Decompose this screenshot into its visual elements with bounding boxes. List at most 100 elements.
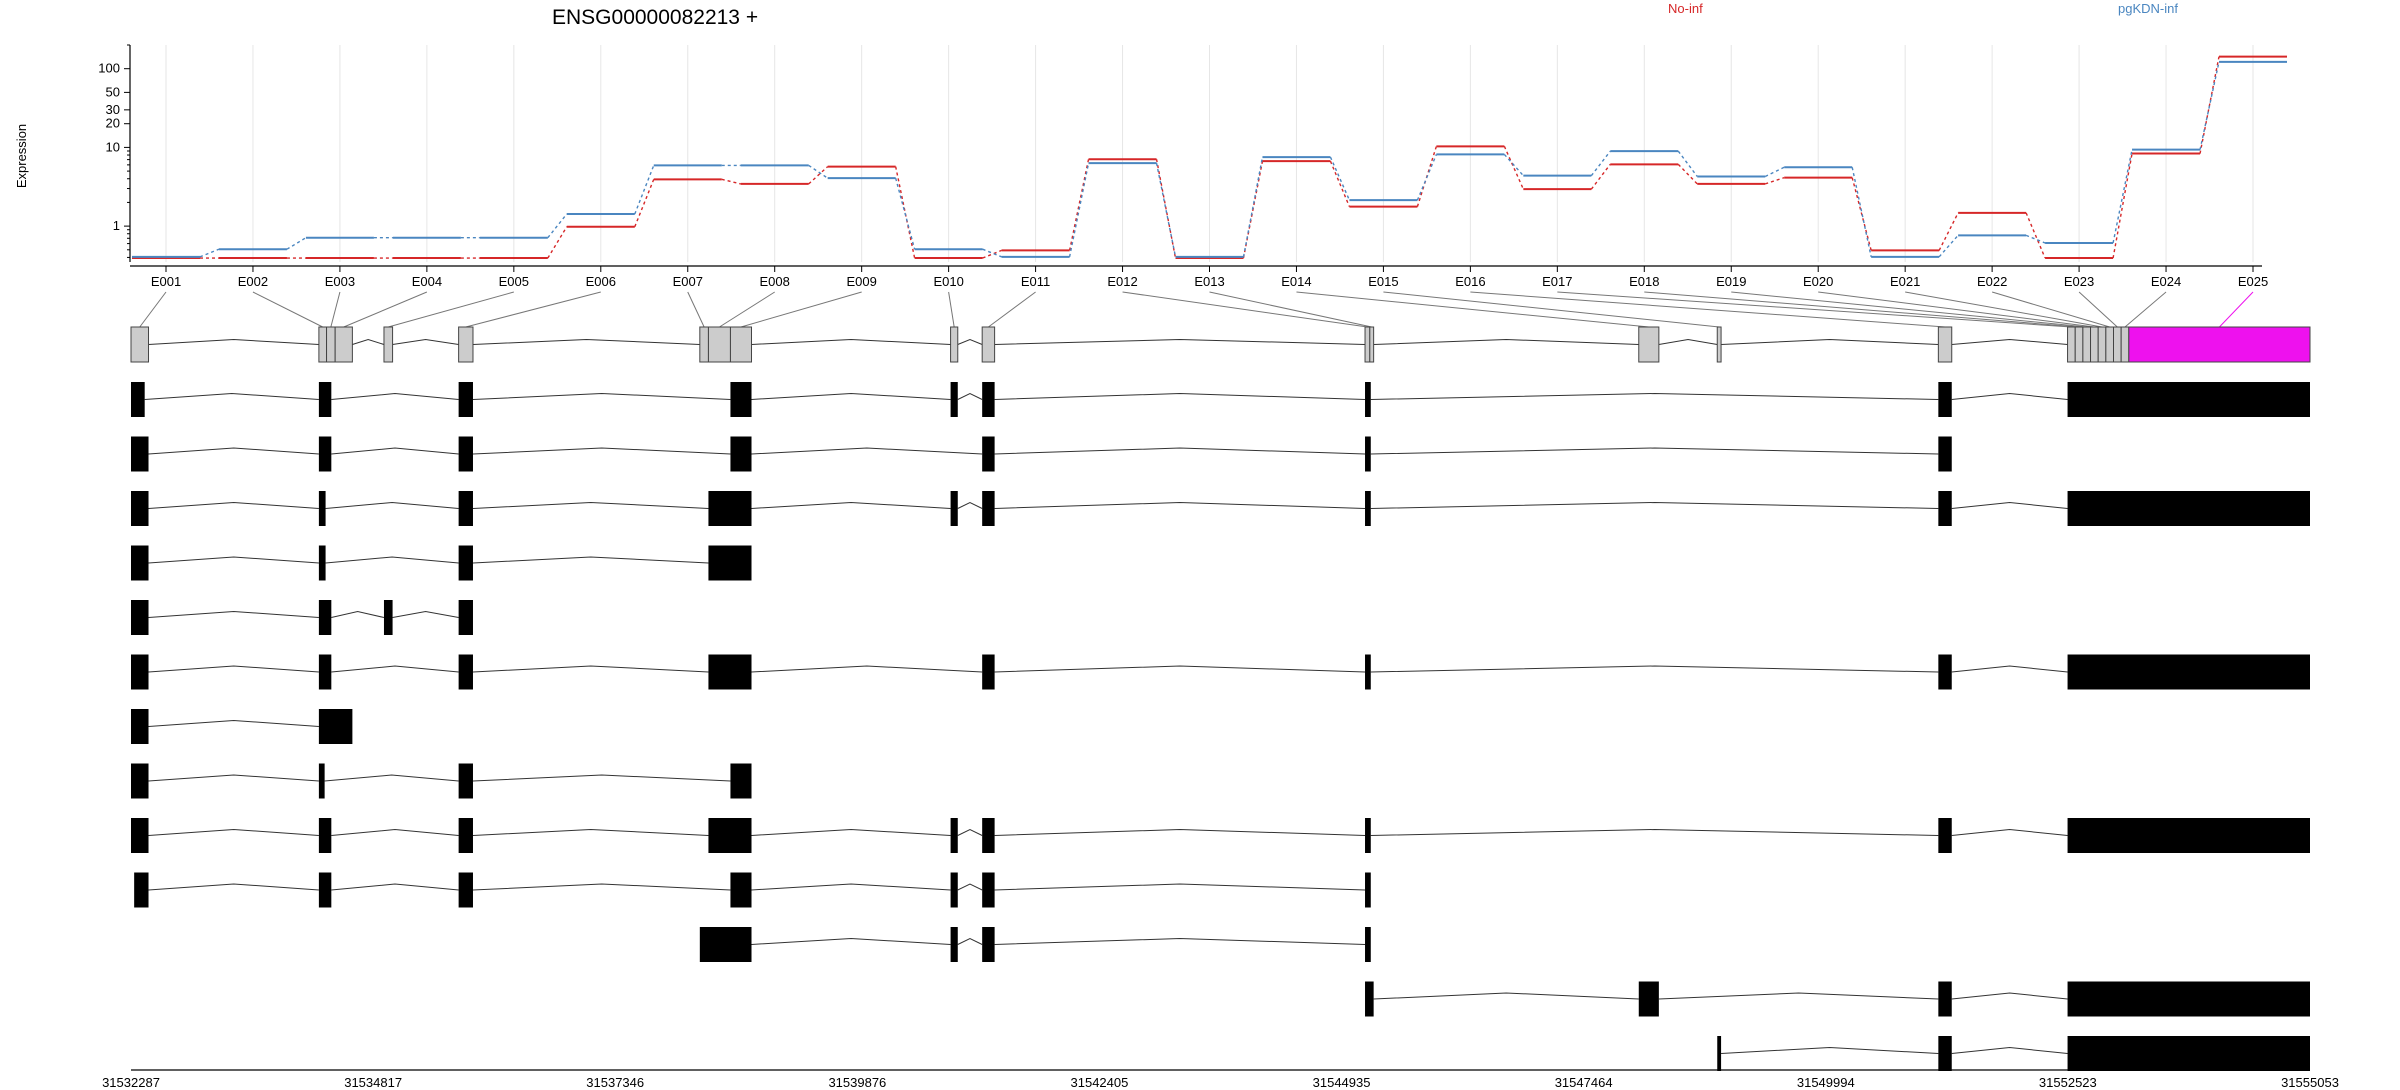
exon-label: E004 — [412, 274, 442, 289]
intron-line — [331, 610, 385, 618]
intron-line — [324, 774, 459, 782]
intron-line — [331, 883, 459, 891]
exon-connector — [948, 291, 955, 328]
transcript-exon — [458, 763, 473, 799]
model-exon — [1716, 326, 1722, 363]
y-tick-label: 20 — [106, 116, 120, 131]
series-transition — [286, 237, 307, 250]
transcript-exon — [131, 545, 149, 581]
intron-line — [994, 501, 1366, 509]
exon-label: E020 — [1803, 274, 1833, 289]
exon-connector — [465, 291, 601, 328]
exon-connector — [719, 291, 775, 328]
intron-line — [392, 610, 459, 618]
intron-line — [1658, 338, 1718, 345]
series-transition — [1677, 163, 1698, 185]
transcript-exon — [131, 600, 149, 635]
model-exon — [2090, 326, 2099, 363]
series-transition — [1765, 176, 1785, 185]
intron-line — [994, 447, 1366, 455]
series-transition — [1503, 153, 1524, 177]
model-exon — [1369, 326, 1375, 363]
intron-line — [1951, 392, 2068, 400]
exon-connector — [1122, 291, 1368, 328]
intron-line — [751, 338, 951, 345]
genomic-tick-label: 31547464 — [1555, 1075, 1613, 1090]
transcript-exon — [131, 436, 149, 472]
exon-label: E001 — [151, 274, 181, 289]
intron-line — [148, 828, 319, 836]
transcript-exon — [982, 436, 995, 472]
series-transition — [1416, 154, 1438, 201]
intron-line — [957, 828, 983, 836]
exon-connector — [1905, 291, 2103, 328]
transcripts — [131, 382, 2310, 1071]
transcript-exon — [730, 382, 752, 417]
transcript-exon — [131, 382, 145, 417]
series-transition — [1764, 166, 1785, 178]
series-transition — [1677, 150, 1698, 177]
intron-line — [148, 719, 319, 727]
exon-connector — [1383, 291, 1720, 328]
genomic-tick-label: 31534817 — [344, 1075, 402, 1090]
exon-label: E009 — [846, 274, 876, 289]
transcript-exon — [1365, 981, 1374, 1017]
transcript-exon — [1717, 1036, 1722, 1071]
transcript-exon — [458, 491, 473, 526]
exon-label: E012 — [1107, 274, 1137, 289]
transcript-exon — [950, 872, 958, 908]
transcript-exon — [318, 382, 332, 417]
transcript-exon — [730, 872, 752, 908]
transcript-exon — [982, 654, 995, 690]
model-exon — [318, 326, 328, 363]
exon-label: E019 — [1716, 274, 1746, 289]
intron-line — [472, 392, 731, 400]
exon-label: E006 — [586, 274, 616, 289]
series-transition — [2199, 61, 2220, 150]
series-transition — [808, 166, 829, 185]
series-transition — [982, 248, 1002, 258]
exon-label: E013 — [1194, 274, 1224, 289]
exon-label: E003 — [325, 274, 355, 289]
intron-line — [1721, 1046, 1939, 1054]
transcript-exon — [1938, 436, 1952, 472]
intron-line — [1951, 501, 2068, 509]
gridlines — [165, 45, 2254, 262]
transcript-exon — [458, 872, 473, 908]
genomic-tick-label: 31549994 — [1797, 1075, 1855, 1090]
intron-line — [148, 774, 319, 782]
series-transition — [1242, 156, 1264, 257]
intron-line — [331, 392, 459, 400]
intron-line — [1370, 392, 1939, 400]
exon-label: E011 — [1021, 274, 1050, 289]
model-exon — [981, 326, 996, 363]
series-transition — [1590, 150, 1611, 177]
intron-line — [148, 883, 319, 891]
transcript-exon — [134, 872, 149, 908]
genomic-axis: 31532287 31534817 31537346 31539876 31542405… — [102, 1069, 2339, 1090]
series-transition — [894, 177, 916, 250]
expression-series — [132, 55, 2287, 260]
intron-line — [472, 828, 709, 836]
transcript-exon — [458, 818, 473, 853]
intron-line — [148, 556, 319, 564]
transcript-exon — [1365, 654, 1371, 690]
transcript-exon — [950, 927, 958, 962]
model-exon — [2097, 326, 2107, 363]
transcript-row — [131, 436, 1952, 472]
intron-line — [994, 338, 1366, 345]
intron-line — [148, 665, 319, 673]
intron-line — [751, 447, 983, 455]
exon-label: E008 — [760, 274, 790, 289]
transcript-exon — [1365, 436, 1371, 472]
transcript-exon — [2067, 1036, 2310, 1071]
transcript-exon — [708, 491, 752, 526]
transcript-exon — [458, 382, 473, 417]
model-exon — [2105, 326, 2115, 363]
exon-connector — [2124, 291, 2167, 328]
legend-label-pgkdn-inf: pgKDN-inf — [2118, 1, 2178, 16]
exon-connector — [1557, 291, 2072, 328]
intron-line — [957, 392, 983, 400]
y-tick-label: 50 — [106, 84, 120, 99]
model-exon — [326, 326, 336, 363]
